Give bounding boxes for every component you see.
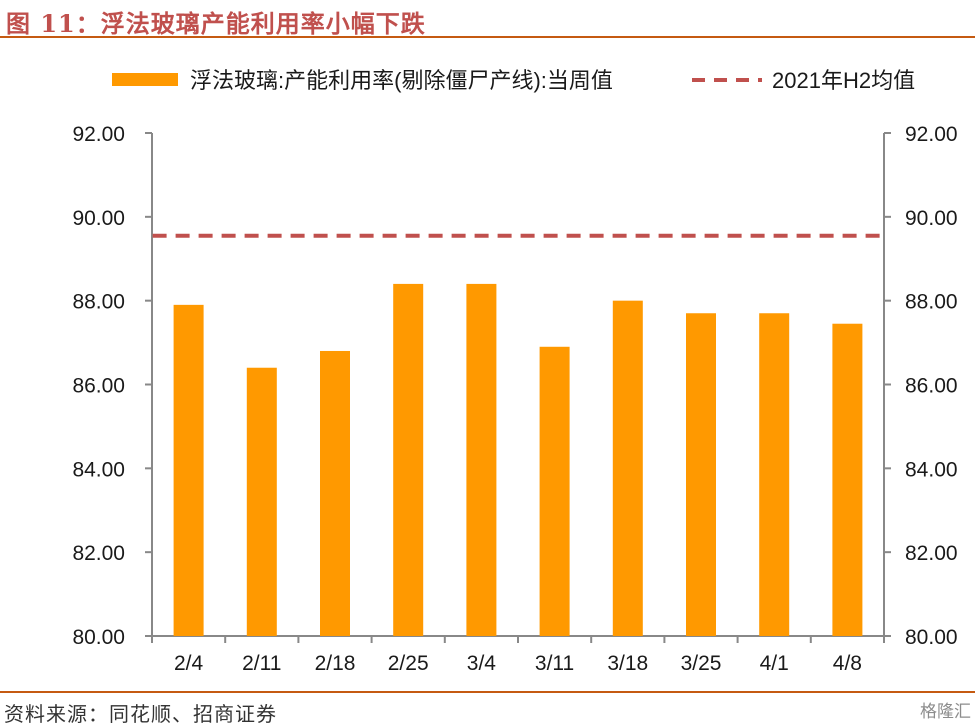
x-tick-labels: 2/4 2/11 2/18 2/25 3/4 3/11 3/18 3/25 4/1 4/8: [174, 652, 862, 675]
y-tick-label-right: 88.00: [905, 291, 958, 314]
y-tick-label-left: 84.00: [72, 458, 125, 481]
bar-4-1: [759, 313, 790, 636]
y-tick-label-left: 86.00: [72, 375, 125, 398]
y-tick-label-right: 80.00: [905, 626, 958, 649]
axes: 80.00 82.00 84.00 86.00 88.00 90.00 92.00 80.00…: [72, 123, 957, 649]
bar-3-4: [466, 283, 497, 636]
source-note: 资料来源：同花顺、招商证券: [4, 702, 277, 726]
x-tick-label: 2/11: [242, 652, 281, 675]
bar-4-8: [832, 323, 863, 636]
watermark: 格隆汇: [920, 702, 971, 721]
footer-divider: [0, 691, 975, 693]
y-tick-label-left: 88.00: [72, 291, 125, 314]
bar-3-18: [612, 300, 643, 636]
x-tick-label: 3/4: [467, 652, 497, 675]
y-tick-label-left: 90.00: [72, 207, 125, 230]
bar-3-25: [686, 313, 716, 636]
title-divider: [0, 36, 975, 38]
bar-2-4: [173, 304, 204, 636]
bar-2-11: [246, 367, 277, 636]
x-tick-label: 2/18: [315, 652, 356, 675]
x-tick-label: 3/18: [607, 652, 648, 675]
x-tick-label: 3/11: [535, 652, 574, 675]
bar-series: [173, 283, 863, 636]
y-tick-label-right: 86.00: [905, 375, 958, 398]
x-tick-label: 3/25: [681, 652, 722, 675]
legend: 浮法玻璃:产能利用率(剔除僵尸产线):当周值 2021年H2均值: [112, 68, 915, 93]
legend-label-bar: 浮法玻璃:产能利用率(剔除僵尸产线):当周值: [190, 68, 613, 93]
y-tick-label-left: 92.00: [72, 123, 125, 146]
bar-2-18: [320, 350, 350, 636]
x-tick-label: 4/8: [833, 652, 862, 675]
x-tick-label: 2/25: [388, 652, 429, 675]
legend-label-line: 2021年H2均值: [772, 68, 915, 93]
bar-2-25: [393, 283, 424, 636]
legend-swatch-bar: [112, 73, 178, 86]
x-tick-label: 2/4: [174, 652, 204, 675]
y-tick-label-right: 90.00: [905, 207, 958, 230]
x-tick-label: 4/1: [760, 652, 789, 675]
y-tick-label-right: 84.00: [905, 458, 958, 481]
y-tick-label-left: 80.00: [72, 626, 125, 649]
y-tick-label-right: 92.00: [905, 123, 958, 146]
y-tick-label-left: 82.00: [72, 542, 125, 565]
bar-3-11: [539, 346, 570, 636]
y-tick-label-right: 82.00: [905, 542, 958, 565]
chart-title: 图 11：浮法玻璃产能利用率小幅下跌: [6, 9, 426, 38]
